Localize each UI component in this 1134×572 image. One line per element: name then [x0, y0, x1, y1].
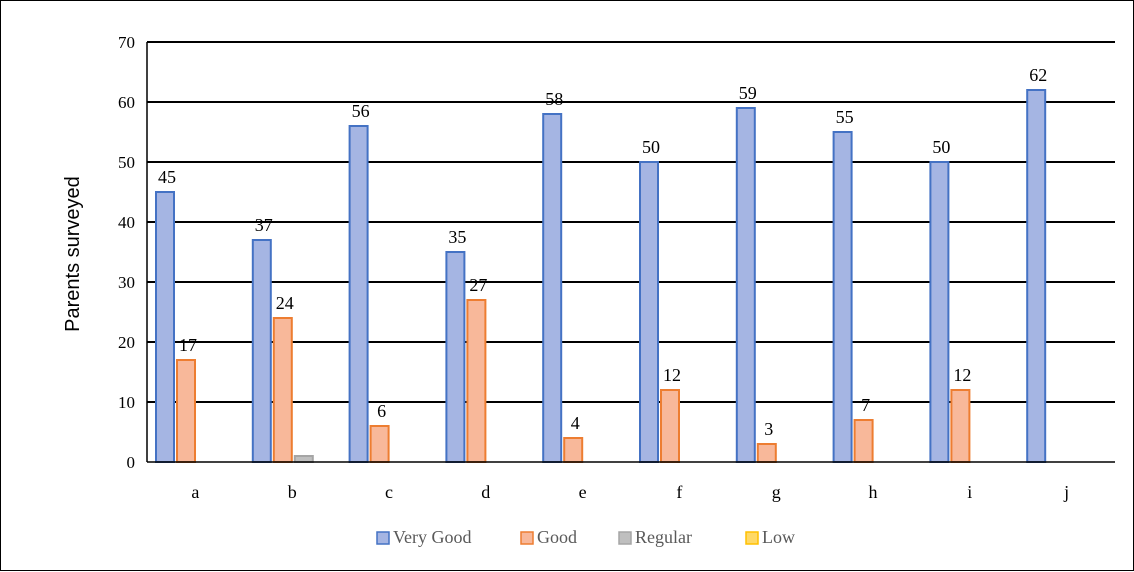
data-label: 12	[663, 365, 681, 385]
data-label: 35	[448, 227, 466, 247]
x-tick-label: c	[385, 482, 393, 502]
bar-good	[563, 437, 584, 463]
data-label: 4	[571, 413, 580, 433]
bar-good	[950, 389, 971, 463]
legend-entry: Low	[762, 527, 795, 547]
x-tick-label: f	[676, 482, 682, 502]
tick-labels: 0 10 20 30 40 50 60 70 a b c d e f g h i j	[118, 33, 1069, 502]
y-tick-label: 70	[118, 33, 135, 52]
bar-good	[272, 317, 293, 463]
legend-swatch	[745, 531, 759, 545]
bar-very-good	[832, 131, 853, 463]
bar-very-good	[348, 125, 369, 463]
y-tick-label: 0	[127, 453, 136, 472]
legend-swatch	[618, 531, 632, 545]
data-label: 55	[836, 107, 854, 127]
bar-very-good	[1026, 89, 1047, 463]
bar-good	[853, 419, 874, 463]
legend-swatch	[376, 531, 390, 545]
bar-good	[369, 425, 390, 463]
data-label: 3	[764, 419, 773, 439]
y-tick-label: 50	[118, 153, 135, 172]
legend-entry: Good	[537, 527, 577, 547]
data-label: 58	[545, 89, 563, 109]
legend-entry: Very Good	[393, 527, 472, 547]
x-tick-label: d	[481, 482, 490, 502]
x-tick-label: j	[1063, 482, 1069, 502]
y-axis-label: Parents surveyed	[62, 176, 84, 332]
bar-very-good	[542, 113, 563, 463]
y-tick-label: 30	[118, 273, 135, 292]
data-label: 37	[255, 215, 273, 235]
axes	[146, 42, 1115, 463]
x-tick-label: a	[191, 482, 199, 502]
bar-good	[660, 389, 680, 463]
data-label: 12	[953, 365, 971, 385]
data-label: 62	[1029, 65, 1047, 85]
legend: Very Good Good Regular Low	[376, 527, 795, 547]
bar-very-good	[639, 161, 659, 463]
legend-entry: Regular	[635, 527, 692, 547]
data-label: 59	[739, 83, 757, 103]
gridlines	[147, 41, 1115, 403]
bars	[155, 89, 1047, 463]
data-label: 45	[158, 167, 176, 187]
x-tick-label: g	[772, 482, 781, 502]
bar-good	[756, 443, 777, 463]
bar-very-good	[735, 107, 756, 463]
y-tick-label: 20	[118, 333, 135, 352]
data-label: 6	[377, 401, 386, 421]
data-label: 17	[179, 335, 197, 355]
y-tick-label: 60	[118, 93, 135, 112]
data-label: 7	[861, 395, 870, 415]
data-label: 50	[642, 137, 660, 157]
x-tick-label: e	[579, 482, 587, 502]
bar-regular	[293, 455, 314, 463]
data-label: 27	[469, 275, 487, 295]
y-tick-label: 10	[118, 393, 135, 412]
y-tick-label: 40	[118, 213, 135, 232]
bar-very-good	[251, 239, 272, 463]
data-label: 50	[932, 137, 950, 157]
bar-good	[176, 359, 196, 463]
bar-very-good	[155, 191, 175, 463]
data-label: 56	[352, 101, 370, 121]
data-label: 24	[276, 293, 294, 313]
x-tick-label: h	[869, 482, 878, 502]
x-tick-label: i	[967, 482, 972, 502]
bar-good	[466, 299, 487, 463]
legend-swatch	[520, 531, 534, 545]
bar-very-good	[445, 251, 466, 463]
x-tick-label: b	[288, 482, 297, 502]
bar-very-good	[929, 161, 950, 463]
